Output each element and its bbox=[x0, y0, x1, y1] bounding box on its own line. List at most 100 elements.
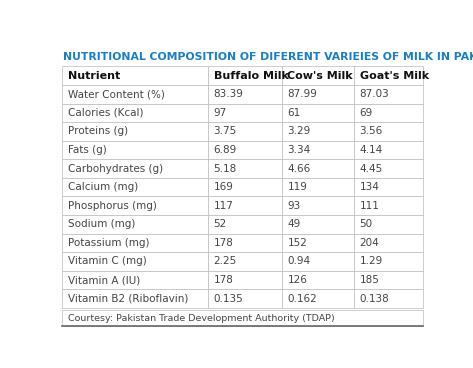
Bar bbox=[354, 271, 422, 289]
Text: 185: 185 bbox=[359, 275, 379, 285]
Bar bbox=[282, 234, 354, 252]
Text: 0.138: 0.138 bbox=[359, 294, 389, 304]
Text: 93: 93 bbox=[288, 201, 301, 211]
Bar bbox=[208, 178, 282, 197]
Bar bbox=[282, 103, 354, 122]
Bar bbox=[208, 215, 282, 234]
Bar bbox=[62, 159, 208, 178]
Text: 4.66: 4.66 bbox=[288, 163, 311, 174]
Bar bbox=[62, 289, 208, 308]
Text: 5.18: 5.18 bbox=[214, 163, 237, 174]
Bar bbox=[282, 178, 354, 197]
Text: Water Content (%): Water Content (%) bbox=[68, 89, 165, 99]
Bar bbox=[354, 103, 422, 122]
Bar bbox=[354, 122, 422, 141]
Text: 3.29: 3.29 bbox=[288, 127, 311, 137]
Text: 169: 169 bbox=[214, 182, 234, 192]
Text: Fats (g): Fats (g) bbox=[68, 145, 106, 155]
Bar bbox=[62, 141, 208, 159]
Text: 87.03: 87.03 bbox=[359, 89, 389, 99]
Text: Calcium (mg): Calcium (mg) bbox=[68, 182, 138, 192]
Text: 0.94: 0.94 bbox=[288, 256, 311, 266]
Text: NUTRITIONAL COMPOSITION OF DIFERENT VARIEIES OF MILK IN PAKISTAN: NUTRITIONAL COMPOSITION OF DIFERENT VARI… bbox=[63, 52, 473, 62]
Text: 2.25: 2.25 bbox=[214, 256, 237, 266]
Text: 178: 178 bbox=[214, 275, 234, 285]
Bar bbox=[282, 252, 354, 271]
Bar bbox=[282, 141, 354, 159]
Text: 97: 97 bbox=[214, 108, 227, 118]
Text: 61: 61 bbox=[288, 108, 301, 118]
Text: 49: 49 bbox=[288, 219, 301, 229]
Bar bbox=[208, 159, 282, 178]
Bar bbox=[208, 66, 282, 85]
Bar bbox=[208, 252, 282, 271]
Text: 4.14: 4.14 bbox=[359, 145, 383, 155]
Text: 134: 134 bbox=[359, 182, 379, 192]
Bar bbox=[62, 252, 208, 271]
Bar bbox=[62, 197, 208, 215]
Text: 204: 204 bbox=[359, 238, 379, 248]
Text: Courtesy: Pakistan Trade Development Authority (TDAP): Courtesy: Pakistan Trade Development Aut… bbox=[68, 314, 334, 323]
Bar bbox=[354, 197, 422, 215]
Bar bbox=[62, 122, 208, 141]
Bar bbox=[282, 159, 354, 178]
Text: Potassium (mg): Potassium (mg) bbox=[68, 238, 149, 248]
Bar bbox=[354, 141, 422, 159]
Text: Buffalo Milk: Buffalo Milk bbox=[214, 71, 289, 81]
Bar bbox=[354, 252, 422, 271]
Bar bbox=[62, 310, 422, 326]
Bar bbox=[62, 47, 422, 66]
Text: 83.39: 83.39 bbox=[214, 89, 244, 99]
Text: Vitamin B2 (Riboflavin): Vitamin B2 (Riboflavin) bbox=[68, 294, 188, 304]
Bar bbox=[354, 215, 422, 234]
Text: Carbohydrates (g): Carbohydrates (g) bbox=[68, 163, 163, 174]
Bar bbox=[282, 289, 354, 308]
Text: Goat's Milk: Goat's Milk bbox=[359, 71, 429, 81]
Bar bbox=[354, 159, 422, 178]
Bar bbox=[62, 66, 208, 85]
Bar bbox=[354, 85, 422, 103]
Bar bbox=[354, 66, 422, 85]
Text: 87.99: 87.99 bbox=[288, 89, 317, 99]
Bar bbox=[282, 197, 354, 215]
Text: 0.135: 0.135 bbox=[214, 294, 243, 304]
Text: 3.75: 3.75 bbox=[214, 127, 237, 137]
Text: 3.34: 3.34 bbox=[288, 145, 311, 155]
Bar bbox=[62, 215, 208, 234]
Text: 50: 50 bbox=[359, 219, 373, 229]
Text: Cow's Milk: Cow's Milk bbox=[288, 71, 353, 81]
Text: Calories (Kcal): Calories (Kcal) bbox=[68, 108, 143, 118]
Bar bbox=[62, 234, 208, 252]
Bar bbox=[354, 234, 422, 252]
Text: Proteins (g): Proteins (g) bbox=[68, 127, 128, 137]
Text: 119: 119 bbox=[288, 182, 307, 192]
Text: Phosphorus (mg): Phosphorus (mg) bbox=[68, 201, 157, 211]
Bar bbox=[282, 85, 354, 103]
Text: 178: 178 bbox=[214, 238, 234, 248]
Text: 52: 52 bbox=[214, 219, 227, 229]
Bar bbox=[208, 122, 282, 141]
Bar bbox=[282, 215, 354, 234]
Bar bbox=[208, 234, 282, 252]
Text: 69: 69 bbox=[359, 108, 373, 118]
Text: Vitamin A (IU): Vitamin A (IU) bbox=[68, 275, 140, 285]
Bar bbox=[208, 85, 282, 103]
Bar bbox=[208, 271, 282, 289]
Bar bbox=[62, 85, 208, 103]
Bar bbox=[282, 122, 354, 141]
Text: Nutrient: Nutrient bbox=[68, 71, 120, 81]
Text: 0.162: 0.162 bbox=[288, 294, 317, 304]
Text: 117: 117 bbox=[214, 201, 234, 211]
Text: Sodium (mg): Sodium (mg) bbox=[68, 219, 135, 229]
Text: 3.56: 3.56 bbox=[359, 127, 383, 137]
Text: 4.45: 4.45 bbox=[359, 163, 383, 174]
Bar bbox=[208, 141, 282, 159]
Bar bbox=[62, 103, 208, 122]
Bar bbox=[354, 289, 422, 308]
Bar bbox=[208, 289, 282, 308]
Bar bbox=[208, 197, 282, 215]
Text: 1.29: 1.29 bbox=[359, 256, 383, 266]
Text: 111: 111 bbox=[359, 201, 379, 211]
Bar bbox=[208, 103, 282, 122]
Text: Vitamin C (mg): Vitamin C (mg) bbox=[68, 256, 147, 266]
